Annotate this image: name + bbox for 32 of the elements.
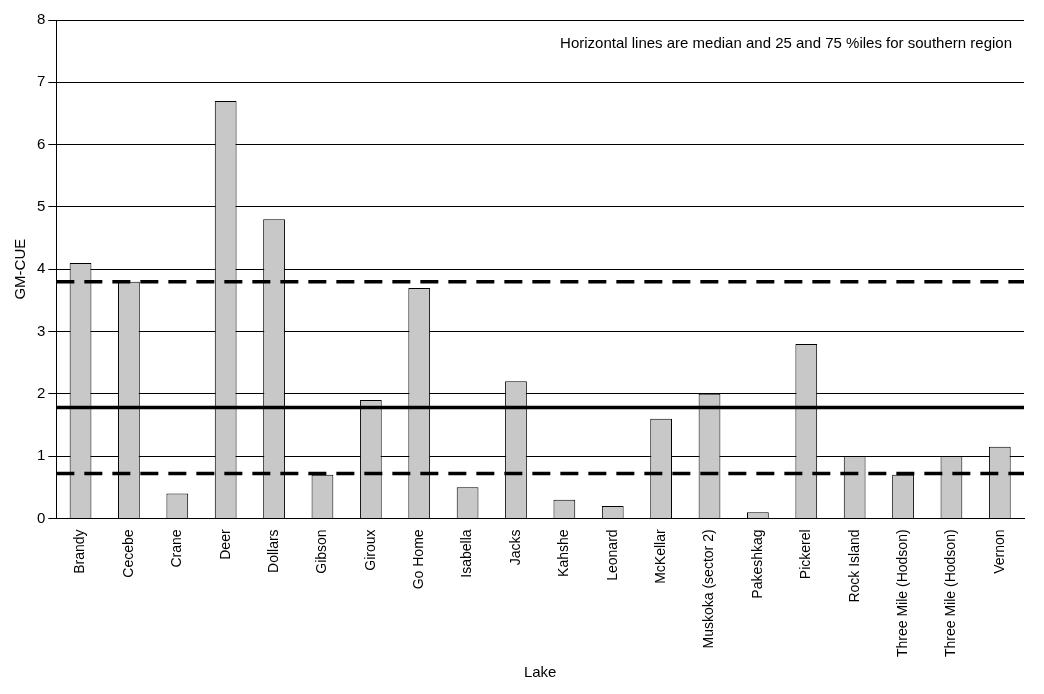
x-tick-label: Kahshe [555, 529, 572, 577]
x-tick-label: Crane [168, 529, 185, 568]
y-tick-label: 3 [37, 321, 46, 339]
x-tick-label: Cecebe [119, 529, 136, 578]
x-tick-label: Isabella [458, 529, 475, 578]
x-tick-label: Pickerel [797, 529, 814, 580]
x-tick-label: Gibson [313, 529, 330, 574]
x-tick-label: Three Mile (Hodson) [942, 529, 959, 658]
y-tick-label: 5 [37, 197, 46, 215]
y-tick-label: 1 [37, 446, 46, 464]
x-tick-label: Rock Island [845, 529, 862, 603]
y-tick-label: 4 [37, 259, 46, 277]
y-tick-label: 7 [37, 72, 46, 90]
x-tick-label: Giroux [361, 529, 378, 571]
x-tick-label: Go Home [410, 529, 427, 590]
x-axis-title: Lake [523, 663, 557, 681]
x-tick-label: Dollars [264, 529, 281, 573]
annotation: Horizontal lines are median and 25 and 75 %iles for southern region [560, 34, 1012, 52]
x-tick-label: Jacks [506, 529, 523, 566]
x-tick-label: Pakeshkag [748, 529, 765, 599]
y-tick-label: 0 [37, 508, 46, 526]
y-axis-title: GM-CUE [11, 238, 29, 300]
x-tick-label: Muskoka (sector 2) [700, 529, 717, 649]
y-tick-label: 6 [37, 134, 46, 152]
x-tick-label: Leonard [603, 529, 620, 581]
x-tick-label: Three Mile (Hodson) [893, 529, 910, 658]
y-tick-label: 2 [37, 383, 46, 401]
x-tick-label: Vernon [990, 529, 1007, 574]
x-tick-label: McKellar [651, 529, 668, 584]
y-tick-label: 8 [37, 10, 46, 28]
x-tick-label: Brandy [71, 529, 88, 574]
x-tick-label: Deer [216, 529, 233, 560]
